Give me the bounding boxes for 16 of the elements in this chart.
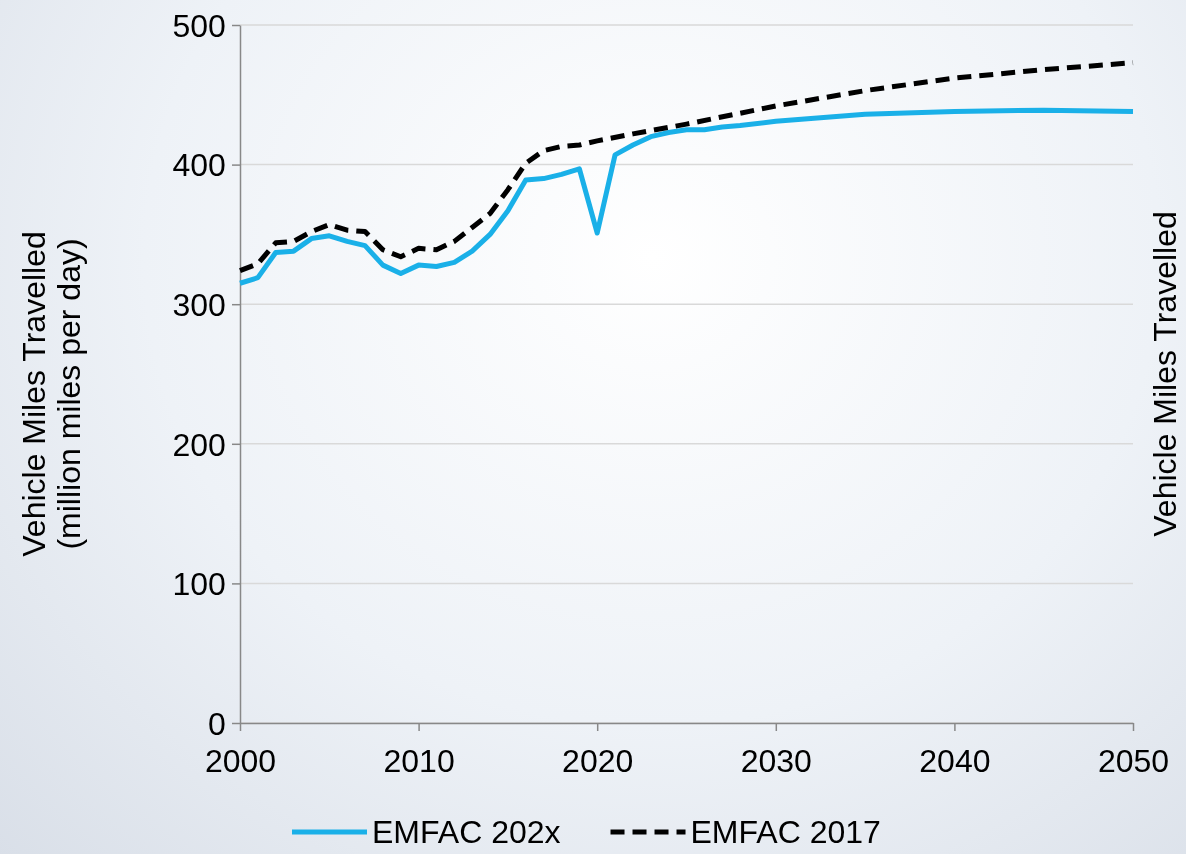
y2-axis-title: Vehicle Miles Travelled	[1147, 211, 1183, 537]
x-tick-label: 2050	[1097, 743, 1170, 780]
y-axis-title: Vehicle Miles Travelled (million miles per day)	[16, 231, 88, 557]
x-tick-label: 2010	[383, 743, 455, 780]
y-tick-label: 400	[172, 147, 226, 184]
x-tick-label: 2000	[204, 743, 277, 780]
x-tick-label: 2040	[919, 743, 991, 780]
y-tick-label: 100	[172, 566, 226, 603]
legend-label: EMFAC 2017	[690, 814, 881, 850]
legend-label: EMFAC 202x	[372, 814, 561, 850]
y-tick-label: 200	[172, 426, 226, 463]
y-tick-label: 0	[208, 705, 226, 742]
y-tick-label: 300	[172, 286, 226, 323]
x-tick-label: 2030	[740, 743, 812, 780]
y-tick-label: 500	[172, 7, 226, 44]
x-tick-label: 2020	[562, 743, 634, 780]
